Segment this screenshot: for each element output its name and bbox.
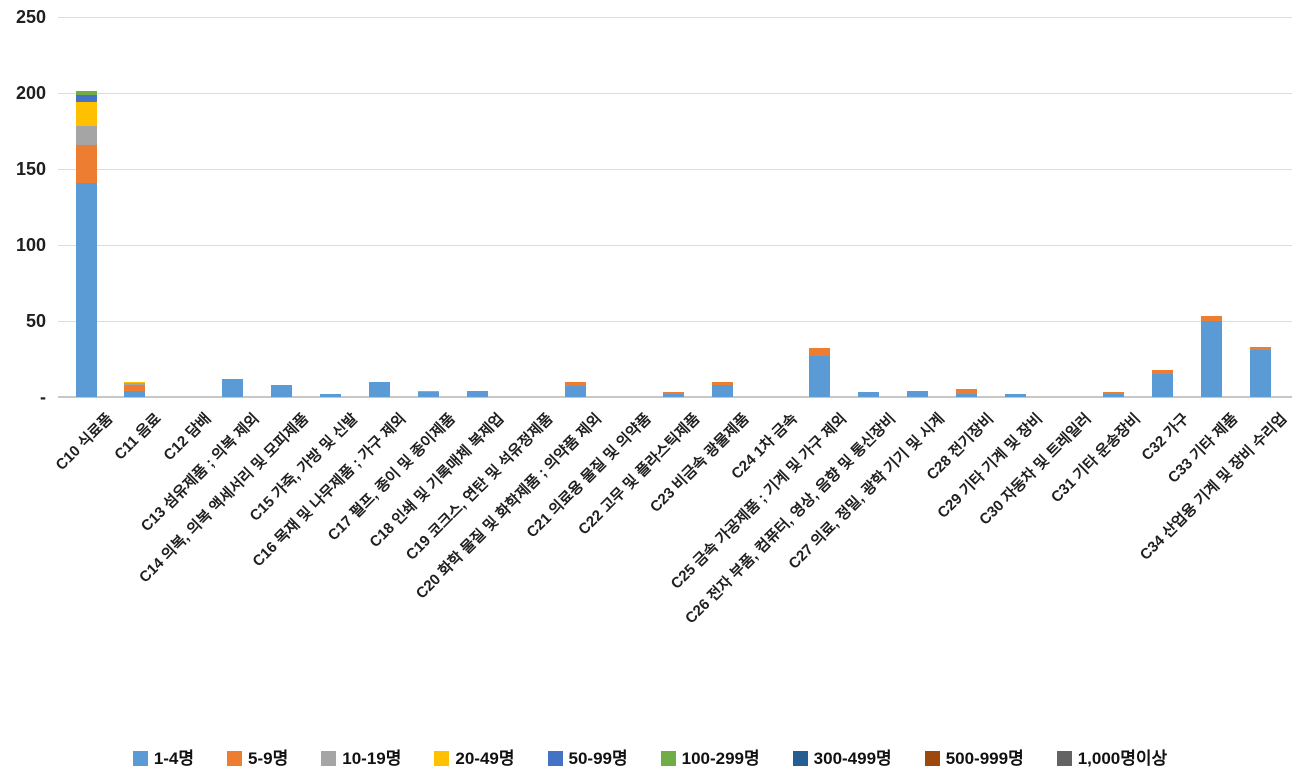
gridline-100 bbox=[58, 245, 1292, 246]
legend-label: 1-4명 bbox=[153, 748, 195, 768]
bar-segment bbox=[1151, 369, 1173, 375]
bar-segment bbox=[466, 390, 488, 397]
bar-segment bbox=[75, 144, 97, 183]
legend-label: 1,000명이상 bbox=[1077, 748, 1168, 768]
legend-label: 100-299명 bbox=[681, 748, 760, 768]
legend-item: 300-499명 bbox=[792, 748, 892, 768]
y-axis-tick-label: 50 bbox=[25, 311, 46, 331]
legend-item: 1,000명이상 bbox=[1056, 748, 1168, 768]
legend-swatch-icon bbox=[132, 750, 148, 766]
legend-label: 10-19명 bbox=[342, 748, 402, 768]
legend-swatch-icon bbox=[660, 750, 676, 766]
gridline-150 bbox=[58, 169, 1292, 170]
bar-segment bbox=[711, 381, 733, 385]
legend-item: 10-19명 bbox=[321, 750, 401, 767]
bar-segment bbox=[1151, 374, 1173, 397]
bar-segment bbox=[418, 392, 439, 397]
y-axis-tick-label: 200 bbox=[15, 83, 46, 103]
legend-label: 500-999명 bbox=[945, 748, 1024, 768]
bar-segment bbox=[124, 384, 146, 391]
bar-segment bbox=[75, 91, 97, 95]
bar-segment bbox=[75, 182, 97, 397]
legend-swatch-icon bbox=[924, 750, 940, 766]
bar-segment bbox=[75, 126, 97, 145]
bar-segment bbox=[124, 383, 146, 385]
bar-segment bbox=[809, 348, 831, 356]
plot-area bbox=[58, 17, 1292, 398]
bar-segment bbox=[124, 381, 146, 384]
bar-segment bbox=[858, 392, 880, 397]
chart-legend: 1-4명 5-9명 10-19명 20-49명 50-99명 100-299명 300-49… bbox=[0, 740, 1300, 776]
legend-swatch-icon bbox=[547, 750, 563, 766]
legend-label: 300-499명 bbox=[813, 748, 892, 768]
legend-swatch-icon bbox=[792, 750, 808, 766]
bar-segment bbox=[369, 381, 391, 397]
gridline-50 bbox=[58, 321, 1292, 322]
bar-segment bbox=[1249, 346, 1271, 350]
bar-segment bbox=[1200, 321, 1222, 397]
legend-item: 1-4명 bbox=[132, 748, 195, 768]
legend-item: 500-999명 bbox=[924, 748, 1024, 768]
bar-segment bbox=[711, 384, 733, 397]
bar-segment bbox=[662, 392, 684, 394]
bar-segment bbox=[1249, 349, 1271, 397]
bar-segment bbox=[907, 390, 929, 397]
legend-swatch-icon bbox=[227, 750, 243, 766]
bar-segment bbox=[75, 102, 97, 127]
legend-swatch-icon bbox=[434, 750, 450, 766]
bar-segment bbox=[320, 393, 342, 397]
legend-item: 20-49명 bbox=[434, 748, 515, 768]
bar-segment bbox=[222, 378, 244, 397]
gridline-0 bbox=[58, 396, 1292, 398]
bar-segment bbox=[124, 390, 146, 397]
bar-segment bbox=[1005, 393, 1027, 397]
gridline-200 bbox=[58, 93, 1292, 94]
legend-swatch-icon bbox=[1056, 750, 1072, 766]
bar-segment bbox=[1200, 316, 1222, 321]
bar-segment bbox=[1103, 392, 1125, 394]
y-axis-tick-label: 250 bbox=[15, 7, 46, 27]
bar-segment bbox=[1103, 393, 1125, 397]
bar-segment bbox=[418, 390, 439, 393]
y-axis-tick-label: - bbox=[40, 387, 46, 407]
legend-label: 20-49명 bbox=[455, 748, 515, 768]
y-axis-tick-label: 150 bbox=[15, 159, 46, 179]
bar-segment bbox=[271, 384, 293, 397]
bar-segment bbox=[564, 381, 586, 387]
legend-label: 50-99명 bbox=[568, 748, 628, 768]
bar-segment bbox=[564, 386, 586, 397]
bar-segment bbox=[809, 355, 831, 397]
bar-segment bbox=[662, 393, 684, 397]
legend-item: 50-99명 bbox=[547, 748, 628, 768]
legend-swatch-icon bbox=[321, 750, 337, 766]
legend-item: 5-9명 bbox=[227, 750, 288, 767]
legend-label: 5-9명 bbox=[248, 748, 289, 768]
y-axis-tick-label: 100 bbox=[15, 235, 46, 255]
bar-segment bbox=[956, 393, 978, 397]
bar-segment bbox=[75, 94, 97, 103]
bar-segment bbox=[956, 389, 978, 394]
legend-item: 100-299명 bbox=[660, 748, 760, 768]
gridline-250 bbox=[58, 17, 1292, 18]
